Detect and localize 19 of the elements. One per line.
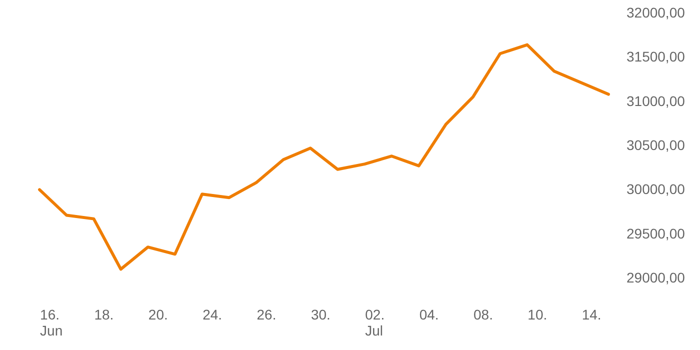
x-tick-label: 16. Jun — [40, 306, 63, 338]
x-tick-label: 18. — [94, 306, 114, 322]
y-tick-label: 30000,00 — [626, 181, 686, 198]
x-tick-label: 20. — [148, 306, 168, 322]
y-tick-label: 29000,00 — [626, 270, 686, 286]
x-tick-label: 10. — [528, 306, 548, 322]
x-tick-label: 26. — [256, 306, 276, 322]
y-tick-label: 31000,00 — [626, 92, 686, 109]
line-series — [38, 43, 610, 271]
x-tick-label: 30. — [310, 306, 330, 322]
x-tick-label: 02. Jul — [365, 306, 385, 338]
x-tick-label: 24. — [202, 306, 222, 322]
x-tick-label: 04. — [419, 306, 439, 322]
y-tick-label: 30500,00 — [626, 137, 686, 153]
y-tick-label: 29500,00 — [626, 225, 686, 242]
y-tick-label: 32000,00 — [626, 4, 686, 20]
y-tick-label: 31500,00 — [626, 48, 686, 65]
x-tick-label: 14. — [582, 306, 602, 322]
x-tick-label: 08. — [474, 306, 493, 322]
